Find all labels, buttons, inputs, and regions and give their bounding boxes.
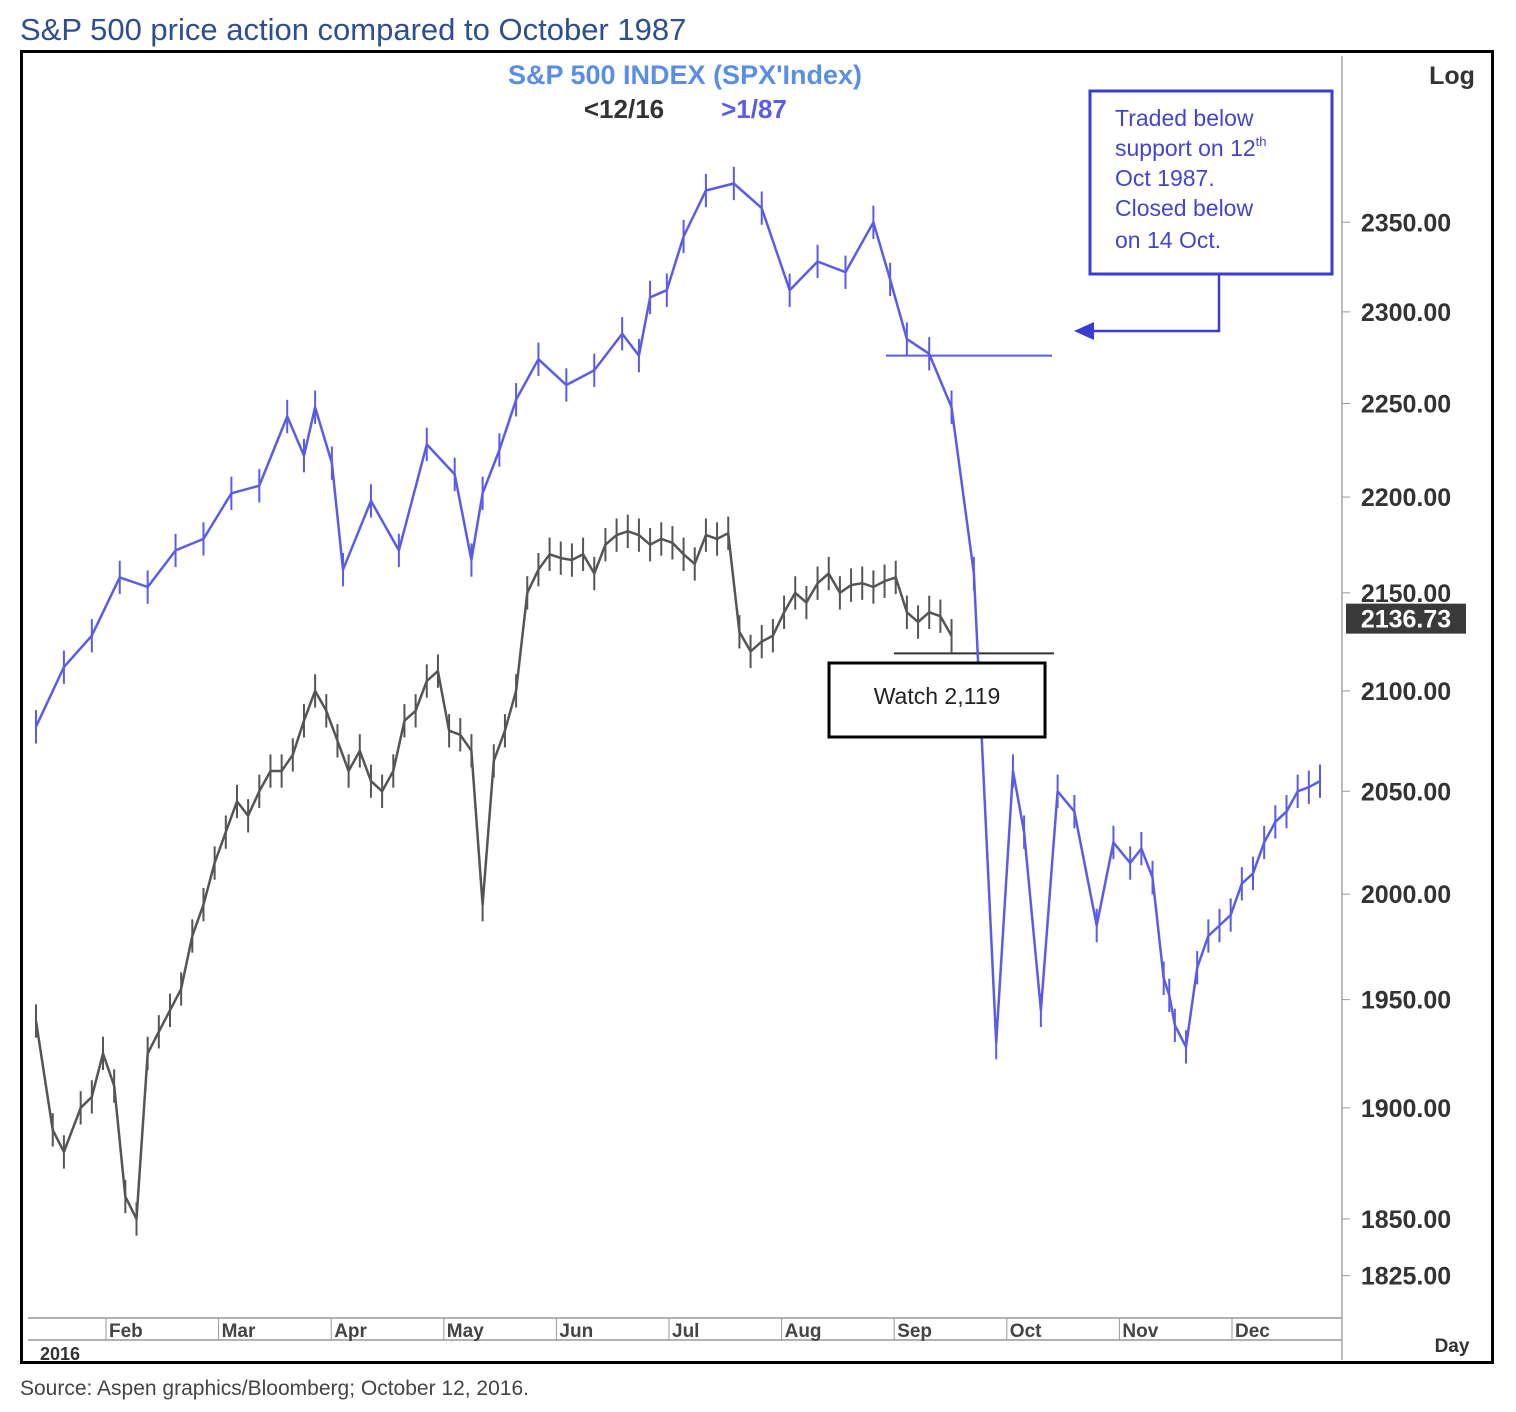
y-tick-label: 2150.00 (1361, 580, 1451, 608)
annotation-1987: Traded below support on 12th Oct 1987. C… (1074, 89, 1334, 340)
year-label: 2016 (40, 1344, 80, 1364)
x-tick-label: Aug (785, 1321, 822, 1342)
x-tick-label: Feb (109, 1321, 143, 1342)
annotation-1987-line-4: Closed below (1115, 195, 1253, 221)
y-tick-label: 1825.00 (1361, 1263, 1451, 1291)
x-tick-label: Sep (897, 1321, 932, 1342)
series-line-2016 (34, 530, 953, 1221)
y-tick-label: 1950.00 (1361, 987, 1451, 1015)
y-tick-label: 2300.00 (1361, 299, 1451, 327)
period-label: Day (1435, 1336, 1470, 1357)
source-note: Source: Aspen graphics/Bloomberg; Octobe… (20, 1377, 529, 1400)
x-tick-label: Jul (672, 1321, 699, 1342)
x-tick-label: Apr (334, 1321, 367, 1342)
annotation-1987-arrow-line (1082, 274, 1221, 333)
series-line-oct1987 (34, 182, 1321, 1049)
annotation-2016: Watch 2,119 (827, 661, 1047, 739)
last-value-badge-bg (1346, 603, 1466, 634)
chart-subtitle-2016: <12/16 (584, 94, 664, 124)
annotation-1987-arrowhead (1074, 322, 1094, 340)
x-tick-label: Nov (1122, 1321, 1158, 1342)
x-tick-label: May (447, 1321, 484, 1342)
x-tick-label: Mar (222, 1321, 256, 1342)
y-tick-label: 2350.00 (1361, 209, 1451, 237)
y-tick-label: 2000.00 (1361, 881, 1451, 909)
x-tick-label: Oct (1010, 1321, 1042, 1342)
annotation-1987-box (1088, 89, 1334, 276)
x-tick-label: Jun (559, 1321, 593, 1342)
annotation-2016-box (827, 661, 1047, 739)
x-axis-ticks: Feb Mar Apr May Jun Jul Aug Sep Oct Nov Dec (105, 1318, 1270, 1342)
x-tick-label: Dec (1235, 1321, 1270, 1342)
annotation-1987-line-1: Traded below (1115, 105, 1254, 131)
annotation-1987-line-2: support on 12th (1115, 134, 1267, 161)
last-value-label: 2136.73 (1361, 606, 1451, 634)
log-scale-label: Log (1429, 62, 1475, 90)
last-value-badge: 2136.73 (1346, 603, 1466, 634)
y-tick-label: 2050.00 (1361, 778, 1451, 806)
y-tick-label: 1900.00 (1361, 1095, 1451, 1123)
page-title: S&P 500 price action compared to October… (20, 12, 687, 47)
y-tick-label: 2200.00 (1361, 484, 1451, 512)
y-tick-label: 1850.00 (1361, 1206, 1451, 1234)
y-tick-label: 2250.00 (1361, 390, 1451, 418)
annotation-2016-text: Watch 2,119 (874, 683, 1001, 709)
series-layer (34, 166, 1321, 1236)
chart-title: S&P 500 INDEX (SPX'Index) (508, 60, 862, 90)
y-tick-label: 2100.00 (1361, 678, 1451, 706)
annotation-1987-line-5: on 14 Oct. (1115, 227, 1221, 253)
y-axis-ticks: 2350.00 2300.00 2250.00 2200.00 2150.00 2100.… (1342, 209, 1451, 1291)
annotation-1987-line-3: Oct 1987. (1115, 165, 1215, 191)
chart-subtitle-1987: >1/87 (721, 94, 787, 124)
